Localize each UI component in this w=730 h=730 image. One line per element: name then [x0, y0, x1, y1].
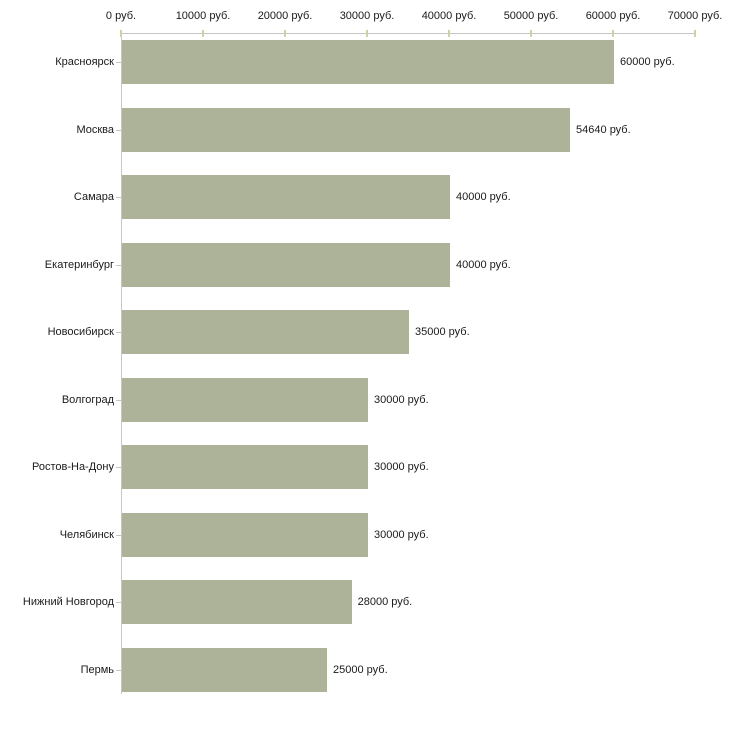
- x-axis-line: [121, 33, 696, 34]
- bar: [122, 175, 450, 219]
- x-tick-label: 0 руб.: [105, 10, 137, 22]
- category-label: Нижний Новгород: [22, 596, 114, 608]
- bar: [122, 445, 368, 489]
- bar: [122, 512, 368, 557]
- x-tick-label: 10000 руб.: [175, 10, 231, 22]
- value-label: 30000 руб.: [374, 393, 429, 406]
- value-label: 54640 руб.: [576, 123, 631, 136]
- x-tick: [284, 30, 286, 37]
- category-tick: [116, 467, 121, 468]
- x-tick: [448, 30, 450, 37]
- x-tick: [612, 30, 614, 37]
- bar: [122, 40, 614, 84]
- x-tick-label: 60000 руб.: [585, 10, 641, 22]
- x-tick-label: 70000 руб.: [667, 10, 723, 22]
- value-label: 25000 руб.: [333, 663, 388, 676]
- x-tick-label: 50000 руб.: [503, 10, 559, 22]
- category-label: Москва: [76, 123, 114, 136]
- category-tick: [116, 129, 121, 131]
- category-label: Екатеринбург: [44, 258, 114, 271]
- category-label: Новосибирск: [47, 326, 114, 338]
- bar: [122, 310, 409, 354]
- bar: [122, 107, 571, 152]
- category-label: Пермь: [80, 663, 114, 676]
- x-tick: [366, 30, 368, 37]
- category-label: Ростов-На-Дону: [31, 461, 114, 473]
- category-tick: [116, 264, 121, 266]
- category-tick: [116, 602, 121, 603]
- x-tick: [202, 30, 204, 37]
- value-label: 35000 руб.: [415, 326, 470, 338]
- category-tick: [116, 669, 121, 671]
- value-label: 60000 руб.: [620, 56, 675, 68]
- x-tick: [530, 30, 532, 37]
- x-tick-label: 20000 руб.: [257, 10, 313, 22]
- bar: [122, 580, 352, 624]
- value-label: 40000 руб.: [456, 258, 511, 271]
- bar: [122, 377, 368, 422]
- value-label: 30000 руб.: [374, 461, 429, 473]
- x-tick: [120, 30, 122, 37]
- y-axis-line: [121, 33, 122, 694]
- category-label: Красноярск: [55, 56, 114, 68]
- category-tick: [116, 197, 121, 198]
- category-label: Самара: [73, 191, 114, 203]
- bar: [122, 242, 450, 287]
- category-tick: [116, 534, 121, 536]
- value-label: 30000 руб.: [374, 528, 429, 541]
- category-tick: [116, 62, 121, 63]
- x-tick-label: 40000 руб.: [421, 10, 477, 22]
- category-tick: [116, 332, 121, 333]
- x-tick-label: 30000 руб.: [339, 10, 395, 22]
- bar: [122, 647, 327, 692]
- category-label: Волгоград: [61, 393, 114, 406]
- x-tick: [694, 30, 696, 37]
- category-label: Челябинск: [59, 528, 114, 541]
- value-label: 28000 руб.: [357, 596, 413, 608]
- value-label: 40000 руб.: [456, 191, 511, 203]
- category-tick: [116, 399, 121, 401]
